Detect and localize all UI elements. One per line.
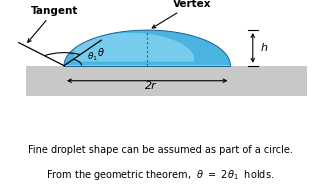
- Text: Vertex: Vertex: [152, 0, 211, 28]
- Polygon shape: [74, 33, 194, 62]
- Text: h: h: [261, 43, 268, 53]
- Polygon shape: [64, 30, 230, 66]
- Bar: [26, 66, 307, 96]
- Text: $\theta_1$: $\theta_1$: [87, 50, 98, 63]
- Text: From the geometric theorem,  $\theta\ =\ 2\theta_1$  holds.: From the geometric theorem, $\theta\ =\ …: [46, 168, 274, 182]
- Text: Tangent: Tangent: [28, 6, 78, 42]
- Text: 2r: 2r: [145, 81, 156, 91]
- Text: $\theta$: $\theta$: [97, 46, 105, 58]
- Text: Fine droplet shape can be assumed as part of a circle.: Fine droplet shape can be assumed as par…: [28, 145, 292, 155]
